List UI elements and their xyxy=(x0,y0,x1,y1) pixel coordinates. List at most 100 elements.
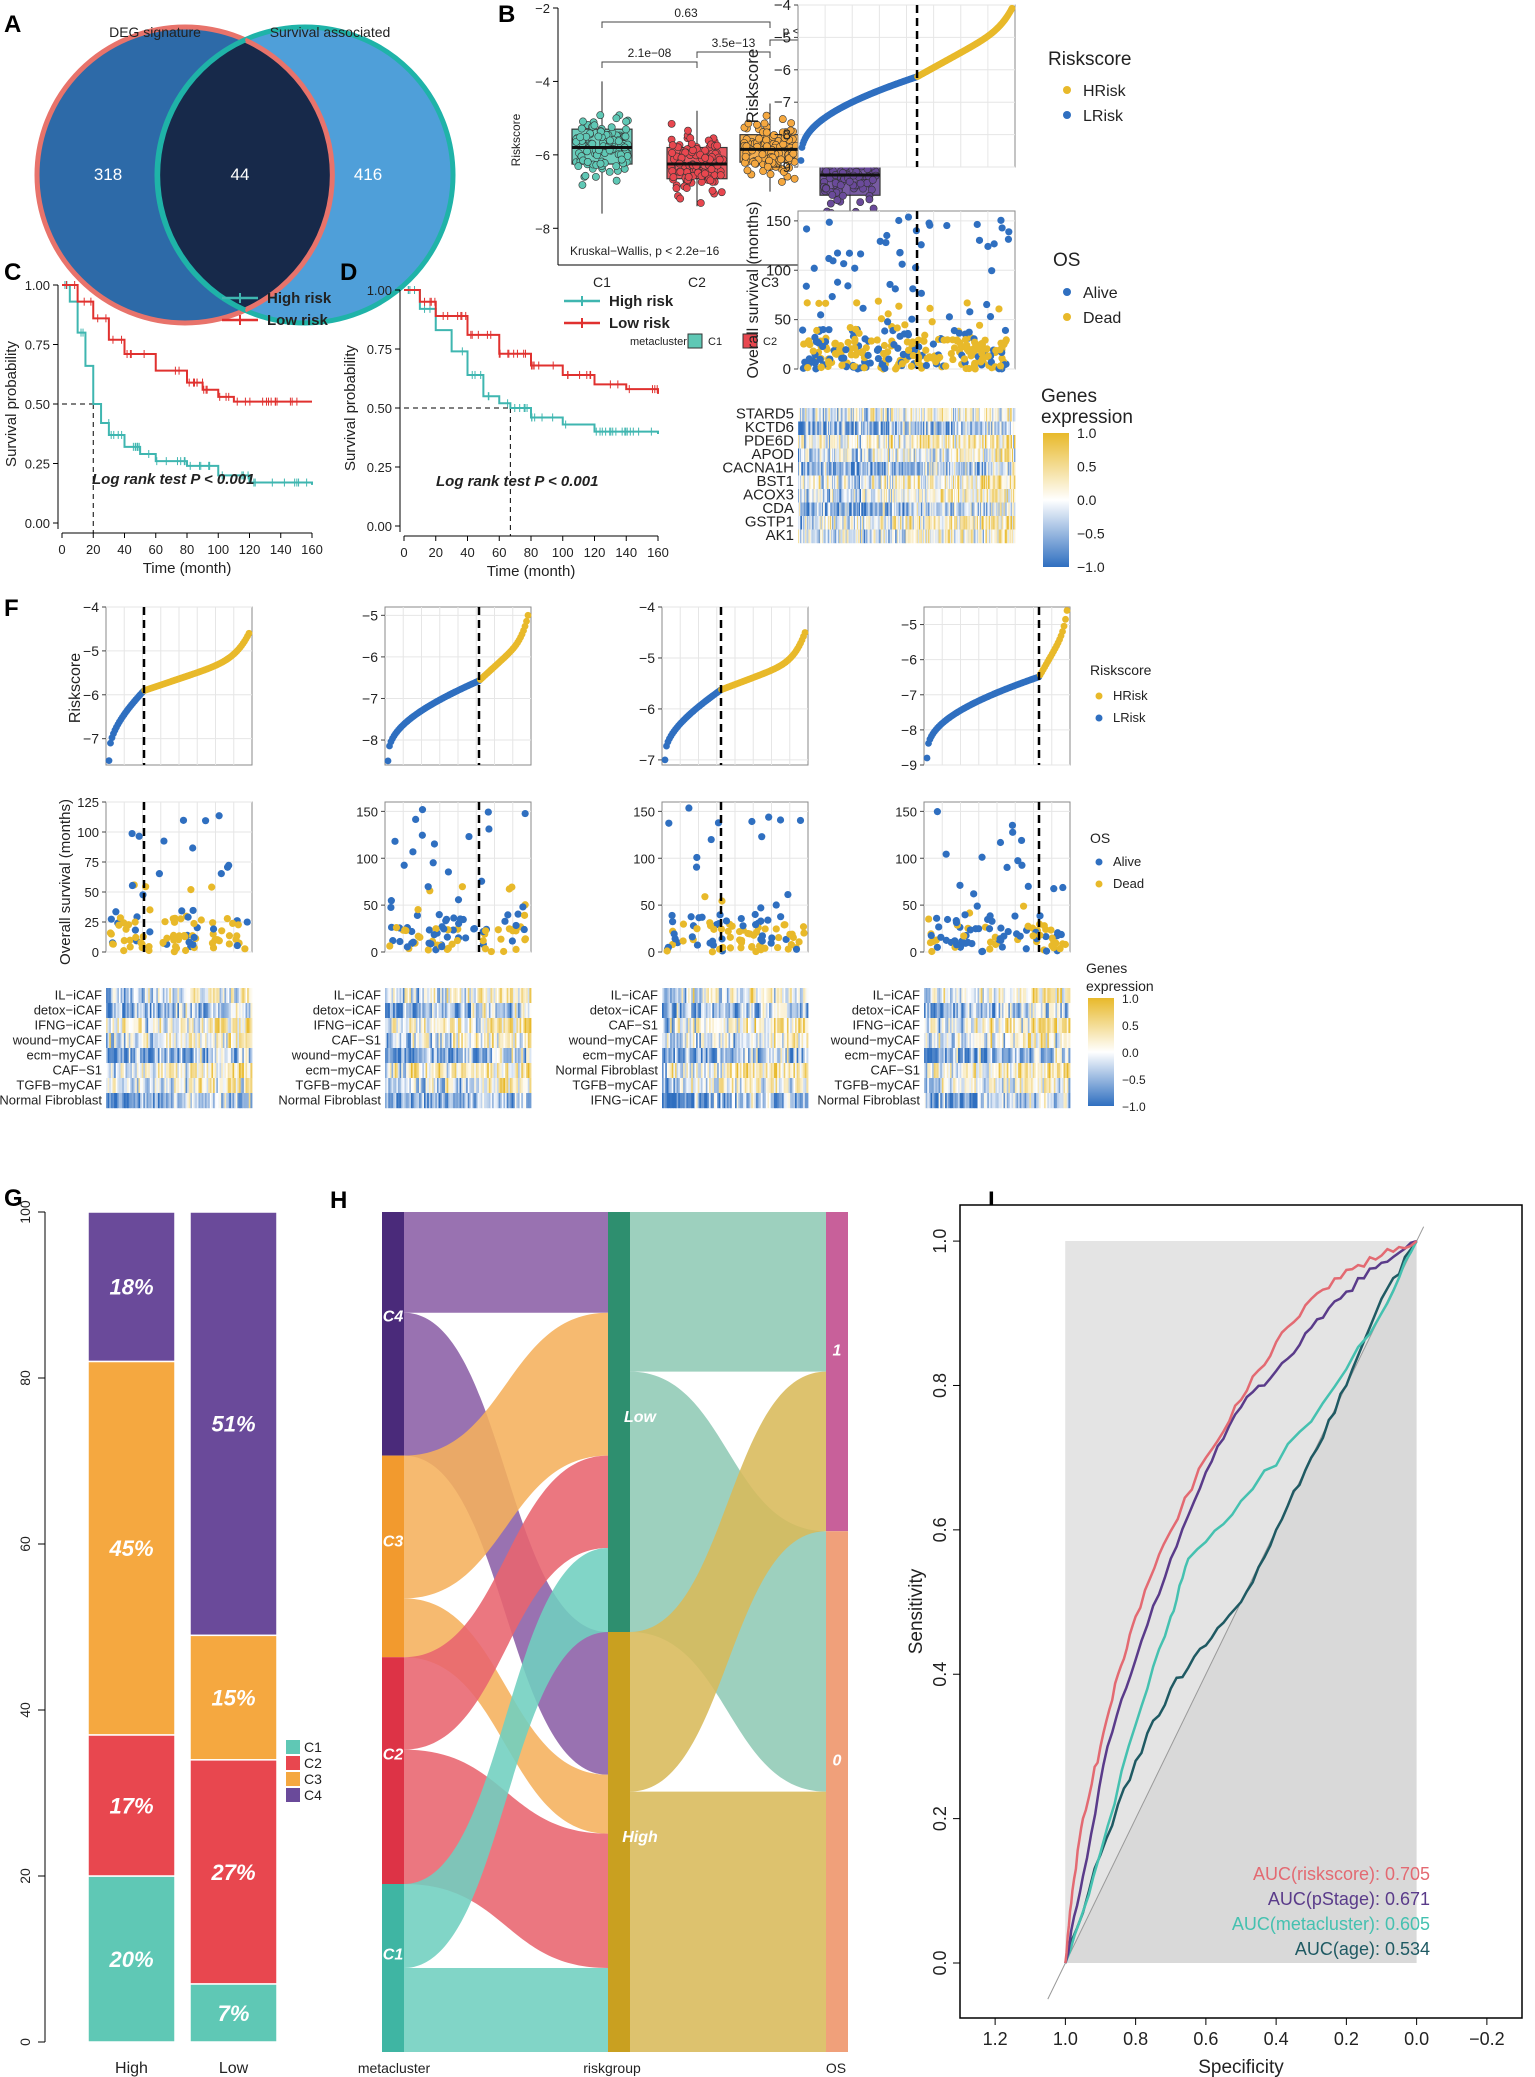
os-point-dead xyxy=(494,926,502,934)
os-point-alive xyxy=(917,241,925,249)
heatmap-cell xyxy=(954,408,956,422)
heatmap-cell xyxy=(919,408,922,422)
heatmap-cell xyxy=(1007,408,1010,422)
os-point-dead xyxy=(500,947,508,956)
heatmap-cell xyxy=(812,421,814,436)
os-point-alive xyxy=(387,903,395,912)
os-point-dead xyxy=(940,336,948,344)
heatmap-cell xyxy=(944,408,947,422)
os-point-dead xyxy=(146,906,154,914)
box-point xyxy=(576,133,585,142)
os-point-alive xyxy=(819,326,827,334)
box-point xyxy=(717,188,726,197)
colorbar-tick-label: 1.0 xyxy=(1077,425,1097,441)
colorbar-tick-label: −1.0 xyxy=(1077,559,1105,575)
os-point-dead xyxy=(858,348,867,356)
y-tick-label: 100 xyxy=(77,825,99,840)
box-point xyxy=(596,111,605,120)
heatmap-cell xyxy=(977,408,980,422)
box-point xyxy=(833,196,842,205)
os-point-alive xyxy=(873,346,882,354)
y-tick-label: −5 xyxy=(83,643,99,659)
heatmap-row-label: ecm−myCAF xyxy=(27,1048,103,1063)
os-point-alive xyxy=(128,829,136,838)
os-point-alive xyxy=(521,809,529,818)
comparison-label: 3.5e−13 xyxy=(712,36,756,50)
os-point-alive xyxy=(896,249,904,257)
os-point-dead xyxy=(177,915,185,923)
heatmap-cell xyxy=(955,408,957,422)
heatmap-cell xyxy=(854,408,857,422)
os-point-dead xyxy=(880,341,889,350)
y-tick-label: 50 xyxy=(774,312,791,329)
y-tick-label: 0 xyxy=(783,361,791,378)
os-point-alive xyxy=(512,921,520,930)
os-point-dead xyxy=(223,915,231,923)
heatmap-cell xyxy=(799,421,801,436)
os-point-dead xyxy=(971,338,979,346)
os-point-dead xyxy=(225,932,234,940)
logrank-label: Log rank test P < 0.001 xyxy=(92,471,254,488)
os-point-dead xyxy=(211,936,219,944)
heatmap-row-label: detox−iCAF xyxy=(34,1003,102,1018)
os-point-dead xyxy=(907,362,916,370)
os-point-dead xyxy=(961,335,970,344)
os-point-dead xyxy=(124,921,133,929)
legend-dot-dead xyxy=(1063,313,1071,321)
legend-dot-high xyxy=(1063,86,1071,94)
y-tick-label: 1.00 xyxy=(25,278,50,293)
heatmap-cell xyxy=(820,408,823,422)
legend-label: C1 xyxy=(708,336,722,348)
os-point-alive xyxy=(828,293,836,301)
os-point-dead xyxy=(926,304,934,313)
os-point-alive xyxy=(209,925,218,933)
heatmap-cell xyxy=(855,408,858,422)
y-tick-label: 0.50 xyxy=(25,397,50,412)
x-tick-label: 40 xyxy=(117,542,131,557)
heatmap-cell xyxy=(856,408,859,422)
os-point-dead xyxy=(909,352,917,360)
os-point-dead xyxy=(963,299,971,307)
heatmap-cell xyxy=(869,408,871,422)
os-point-alive xyxy=(425,939,433,947)
risk-point-high xyxy=(1008,4,1016,12)
heatmap-cell xyxy=(992,408,994,422)
box-point xyxy=(744,119,753,128)
os-point-dead xyxy=(458,883,466,891)
heatmap-cell xyxy=(973,408,976,422)
heatmap-cell xyxy=(1010,408,1013,422)
heatmap-row-label: TGFB−myCAF xyxy=(16,1078,102,1093)
os-point-alive xyxy=(462,934,470,942)
os-point-dead xyxy=(873,336,881,344)
os-point-dead xyxy=(197,916,205,924)
box-point xyxy=(607,123,616,132)
os-point-alive xyxy=(891,285,899,293)
heatmap-cell xyxy=(836,408,838,422)
os-point-dead xyxy=(901,321,909,329)
os-point-alive xyxy=(504,911,512,919)
os-point-dead xyxy=(386,942,394,950)
heatmap-cell xyxy=(879,408,882,422)
heatmap-cell xyxy=(904,408,906,422)
os-point-alive xyxy=(470,925,479,933)
heatmap-cell xyxy=(962,408,964,422)
heatmap-cell xyxy=(933,408,935,422)
os-point-alive xyxy=(859,304,867,312)
os-point-alive xyxy=(825,218,833,226)
heatmap-cell xyxy=(929,408,931,422)
y-tick-label: −8 xyxy=(362,732,378,748)
y-tick-label: 150 xyxy=(356,804,378,819)
heatmap-cell xyxy=(970,408,972,422)
heatmap-cell xyxy=(937,408,939,422)
box-point xyxy=(622,125,630,134)
y-tick-label: 75 xyxy=(85,855,99,870)
box-point xyxy=(606,136,614,145)
os-point-dead xyxy=(884,310,892,318)
os-point-dead xyxy=(844,338,852,347)
heatmap-cell xyxy=(941,408,944,422)
panel-label-C: C xyxy=(4,259,21,286)
box-point xyxy=(668,141,677,150)
heatmap-cell xyxy=(871,408,873,422)
box-point xyxy=(579,117,587,126)
